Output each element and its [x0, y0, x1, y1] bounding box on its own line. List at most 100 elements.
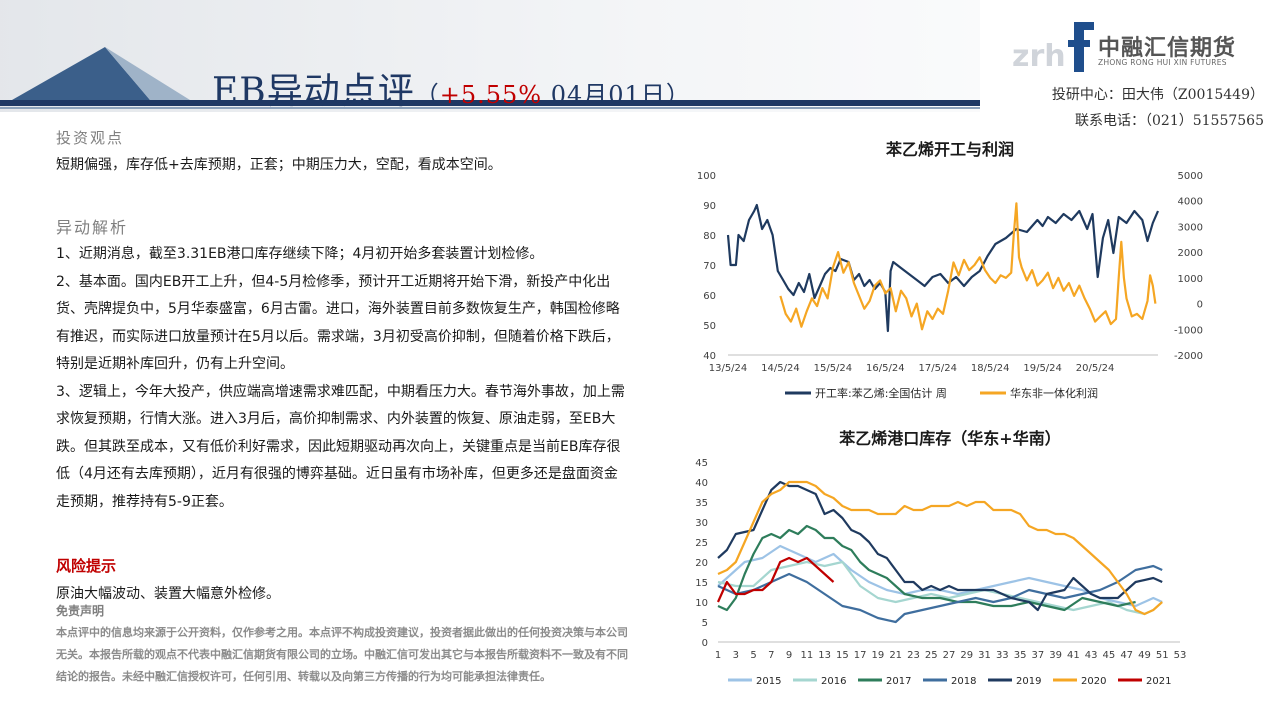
chart2-legend-label: 2019: [1016, 676, 1041, 687]
chart2-series-line-2017: [717, 524, 1136, 612]
contact-analyst: 投研中心：田大伟（Z0015449）: [1051, 87, 1264, 103]
title-open-paren: （: [414, 81, 440, 109]
chart2-y-tick: 15: [695, 578, 708, 589]
chart1-legend-label: 华东非一体化利润: [1010, 386, 1098, 400]
chart2-y-tick: 0: [702, 638, 708, 649]
chart2-x-tick: 17: [854, 650, 867, 661]
chart1-x-tick: 13/5/24: [709, 363, 748, 374]
chart2-legend-label: 2020: [1081, 676, 1106, 687]
analysis-paragraph-1: 1、近期消息，截至3.31EB港口库存继续下降；4月初开始多套装置计划检修。: [56, 246, 544, 262]
risk-title: 风险提示: [56, 557, 117, 575]
chart-operating-rate-profit: 40 50 60 70 80 90 100 -2000 -1000 0 1000 2000 3000 40…: [697, 171, 1203, 400]
chart2-y-tick: 5: [702, 618, 708, 629]
contact-phone: 联系电话：（021）51557565: [1075, 113, 1264, 129]
chart2-x-tick: 15: [836, 650, 849, 661]
chart1-y-right-tick: 3000: [1178, 222, 1203, 233]
header-decoration: [0, 0, 1280, 128]
chart1-y-right-tick: 1000: [1178, 274, 1203, 285]
title-main: EB异动点评: [212, 71, 415, 112]
chart2-x-tick: 47: [1120, 650, 1133, 661]
chart1-y-right-tick: 2000: [1178, 248, 1203, 259]
chart2-x-tick: 43: [1085, 650, 1098, 661]
chart2-x-tick: 9: [786, 650, 792, 661]
chart1-x-tick: 15/5/24: [814, 363, 853, 374]
chart2-y-tick: 30: [695, 518, 708, 529]
risk-text: 原油大幅波动、装置大幅意外检修。: [56, 586, 280, 602]
analysis-title: 异动解析: [56, 218, 129, 237]
chart2-x-tick: 41: [1067, 650, 1080, 661]
page-title: EB异动点评（+5.55% 04月01日）: [212, 62, 691, 114]
chart1-x-tick: 17/5/24: [918, 363, 957, 374]
chart2-y-tick: 35: [695, 498, 708, 509]
chart2-y-tick: 40: [695, 478, 708, 489]
chart2-legend-label: 2016: [821, 676, 846, 687]
chart2-x-tick: 7: [768, 650, 774, 661]
chart1-y-left-tick: 60: [703, 291, 716, 302]
company-logo: zrh: [1010, 16, 1270, 76]
chart2-series-line-2019: [717, 480, 1163, 612]
chart2-x-tick: 23: [907, 650, 920, 661]
chart2-x-tick: 3: [733, 650, 739, 661]
chart1-y-left-tick: 100: [697, 171, 716, 182]
logo-name: 中融汇信期货: [1098, 36, 1237, 61]
report-date: 04月01日: [542, 81, 666, 109]
chart2-series-line-2018: [717, 564, 1163, 624]
chart2-x-tick: 31: [978, 650, 991, 661]
chart2-legend-label: 2015: [756, 676, 781, 687]
chart2-x-tick: 13: [818, 650, 831, 661]
analysis-body: 1、近期消息，截至3.31EB港口库存继续下降；4月初开始多套装置计划检修。 2…: [56, 241, 628, 516]
logo-mark-icon: zrh: [1012, 22, 1094, 74]
chart2-y-tick: 10: [695, 598, 708, 609]
chart1-title: 苯乙烯开工与利润: [885, 140, 1014, 159]
chart2-x-tick: 53: [1174, 650, 1187, 661]
chart1-x-tick: 19/5/24: [1023, 363, 1062, 374]
disclaimer-title: 免责声明: [56, 604, 105, 618]
analysis-paragraph-3: 3、逻辑上，今年大投产，供应端高增速需求难匹配，中期看压力大。春节海外事故，加上…: [56, 383, 625, 510]
chart2-x-tick: 29: [960, 650, 973, 661]
chart1-y-left-tick: 70: [703, 261, 716, 272]
chart2-y-tick: 20: [695, 558, 708, 569]
disclaimer-text: 本点评中的信息均来源于公开资料，仅作参考之用。本点评不构成投资建议，投资者据此做…: [56, 626, 628, 683]
chart2-x-tick: 1: [715, 650, 721, 661]
chart1-x-tick: 14/5/24: [761, 363, 800, 374]
chart1-y-left-tick: 50: [703, 321, 716, 332]
chart2-x-tick: 45: [1103, 650, 1116, 661]
chart2-series-line-2020: [717, 480, 1163, 616]
chart2-x-tick: 49: [1138, 650, 1151, 661]
chart1-y-right-tick: -2000: [1174, 351, 1203, 362]
chart2-x-tick: 21: [889, 650, 902, 661]
chart1-x-tick: 18/5/24: [971, 363, 1010, 374]
chart2-x-tick: 39: [1049, 650, 1062, 661]
chart1-series-line-2: [779, 202, 1157, 331]
chart1-y-right-tick: -1000: [1174, 325, 1203, 336]
chart2-title: 苯乙烯港口库存（华东+华南）: [839, 429, 1061, 448]
chart2-series-line-2021: [716, 556, 835, 603]
chart1-series-line-1: [726, 203, 1160, 333]
chart2-x-tick: 37: [1031, 650, 1044, 661]
chart2-x-tick: 27: [943, 650, 956, 661]
chart1-y-left-tick: 90: [703, 201, 716, 212]
chart2-x-tick: 11: [800, 650, 813, 661]
chart2-x-tick: 5: [750, 650, 756, 661]
chart1-legend-label: 开工率:苯乙烯:全国估计 周: [815, 386, 947, 400]
chart1-y-right-tick: 0: [1197, 300, 1203, 311]
chart2-x-tick: 33: [996, 650, 1009, 661]
chart1-x-tick: 16/5/24: [866, 363, 905, 374]
analysis-paragraph-2: 2、基本面。国内EB开工上升，但4-5月检修季，预计开工近期将开始下滑，新投产中…: [56, 273, 620, 373]
chart1-y-left-tick: 40: [703, 351, 716, 362]
title-close-paren: ）: [665, 81, 691, 109]
chart1-y-right-tick: 5000: [1178, 171, 1203, 182]
report-date-text: 04月01日: [550, 81, 666, 109]
svg-text:zrh: zrh: [1012, 39, 1066, 74]
chart2-x-tick: 35: [1014, 650, 1027, 661]
chart2-legend-label: 2021: [1146, 676, 1171, 687]
chart2-x-tick: 19: [872, 650, 885, 661]
chart2-series-line-2016: [717, 560, 1154, 616]
chart1-y-left-tick: 80: [703, 231, 716, 242]
chart2-y-tick: 25: [695, 538, 708, 549]
chart2-legend-label: 2018: [951, 676, 976, 687]
chart2-x-tick: 25: [925, 650, 938, 661]
view-title: 投资观点: [56, 129, 125, 147]
view-text: 短期偏强，库存低+去库预期，正套；中期压力大，空配，看成本空间。: [56, 157, 502, 173]
